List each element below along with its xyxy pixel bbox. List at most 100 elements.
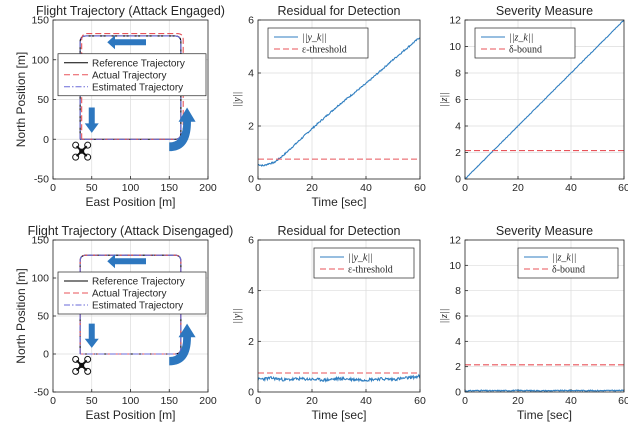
legend: ||y_k||ε-threshold <box>267 27 369 59</box>
direction-arrow-up-icon <box>169 107 196 152</box>
x-tick-label: 50 <box>86 182 98 194</box>
y-tick-label: 6 <box>455 311 461 323</box>
y-tick-label: 12 <box>449 15 461 27</box>
x-tick-label: 100 <box>122 395 140 407</box>
quad-rotor <box>84 367 92 375</box>
series-line-0 <box>465 20 624 179</box>
legend-label: δ-bound <box>509 45 542 56</box>
y-tick-label: 2 <box>248 121 254 133</box>
chart-title: Residual for Detection <box>278 224 401 238</box>
legend: ||z_k||δ-bound <box>517 247 619 279</box>
direction-arrow-left-icon <box>107 254 146 269</box>
y-tick-label: 50 <box>37 311 49 323</box>
quad-body <box>79 148 85 154</box>
x-tick-label: 60 <box>618 395 628 407</box>
y-tick-label: 4 <box>455 336 461 348</box>
y-tick-label: -50 <box>34 387 49 399</box>
legend-label: ||z_k|| <box>509 33 533 44</box>
x-tick-label: 40 <box>565 395 577 407</box>
legend-label: Estimated Trajectory <box>92 301 183 312</box>
y-tick-label: 0 <box>455 387 461 399</box>
quadcopter-icon <box>72 141 92 161</box>
x-axis-label: Time [sec] <box>517 408 572 422</box>
direction-arrow-down-icon <box>84 323 99 348</box>
y-tick-label: 2 <box>455 147 461 159</box>
y-axis-label: ||z|| <box>439 92 450 107</box>
y-tick-label: 8 <box>455 68 461 80</box>
series-group <box>465 20 624 179</box>
x-tick-label: 0 <box>462 395 468 407</box>
series-group <box>465 364 624 392</box>
y-tick-label: 2 <box>455 361 461 373</box>
series-group <box>258 37 420 168</box>
quad-rotor <box>72 141 80 149</box>
legend-label: ||y_k|| <box>348 253 373 264</box>
legend-label: Reference Trajectory <box>92 58 185 69</box>
x-tick-label: 20 <box>512 395 524 407</box>
x-tick-label: 40 <box>360 395 372 407</box>
legend-box <box>474 27 576 59</box>
x-tick-label: 0 <box>255 395 261 407</box>
y-tick-label: 4 <box>248 68 254 80</box>
x-tick-label: 40 <box>565 182 577 194</box>
x-tick-label: 60 <box>414 395 426 407</box>
series-group <box>79 254 182 355</box>
subplot-3: 0 20 40 60 0 2 4 6 8 10 12 Severity Measure ||z|| ||z… <box>439 4 628 194</box>
chart-title: Residual for Detection <box>278 4 401 18</box>
y-axis-label: ||y|| <box>232 308 243 323</box>
y-tick-label: 0 <box>455 174 461 186</box>
y-tick-label: 6 <box>248 235 254 247</box>
quad-rotor <box>84 141 92 149</box>
axes-box <box>464 19 625 180</box>
y-axis-label: ||y|| <box>232 92 243 107</box>
chart-title: Severity Measure <box>496 4 593 18</box>
direction-arrow-left-icon <box>107 35 146 50</box>
chart-title: Severity Measure <box>496 224 593 238</box>
axes-box <box>257 239 421 393</box>
x-tick-label: 60 <box>618 182 628 194</box>
x-tick-label: 0 <box>462 182 468 194</box>
chart-title: Flight Trajectory (Attack Engaged) <box>36 4 225 18</box>
quad-rotor <box>72 367 80 375</box>
axes-box <box>464 239 625 393</box>
y-tick-label: 10 <box>449 41 461 53</box>
legend: ||z_k||δ-bound <box>474 27 576 59</box>
axes-box <box>52 19 209 180</box>
legend-box <box>517 247 619 279</box>
y-tick-label: 0 <box>248 174 254 186</box>
x-tick-label: 50 <box>86 395 98 407</box>
y-tick-label: 4 <box>248 285 254 297</box>
direction-arrow-up-icon <box>169 323 196 366</box>
legend-label: ||z_k|| <box>552 253 576 264</box>
y-axis-label: North Position [m] <box>14 268 28 363</box>
y-tick-label: 100 <box>31 54 49 66</box>
direction-arrow-down-icon <box>84 107 99 133</box>
y-tick-label: 0 <box>248 387 254 399</box>
x-axis-label: East Position [m] <box>85 195 175 209</box>
legend-label: ε-threshold <box>302 45 347 56</box>
x-tick-label: 150 <box>160 395 178 407</box>
legend-label: Reference Trajectory <box>92 277 185 288</box>
series-line-estimated-trajectory <box>79 254 182 355</box>
x-axis-label: Time [sec] <box>312 408 367 422</box>
legend-box <box>313 247 415 279</box>
y-axis-label: ||z|| <box>439 309 450 324</box>
x-tick-label: 40 <box>360 182 372 194</box>
y-tick-label: 100 <box>31 273 49 285</box>
y-tick-label: -50 <box>34 174 49 186</box>
y-tick-label: 8 <box>455 285 461 297</box>
quad-body <box>79 362 85 368</box>
x-axis-label: Time [sec] <box>312 195 367 209</box>
x-tick-label: 100 <box>122 182 140 194</box>
subplot-2: 0 20 40 60 0 2 4 6 Residual for Detection Time [s… <box>232 4 426 209</box>
legend-label: ε-threshold <box>348 265 393 276</box>
y-tick-label: 150 <box>31 235 49 247</box>
quad-rotor <box>72 355 80 363</box>
y-tick-label: 12 <box>449 235 461 247</box>
series-line-0 <box>465 389 624 392</box>
y-tick-label: 0 <box>43 349 49 361</box>
